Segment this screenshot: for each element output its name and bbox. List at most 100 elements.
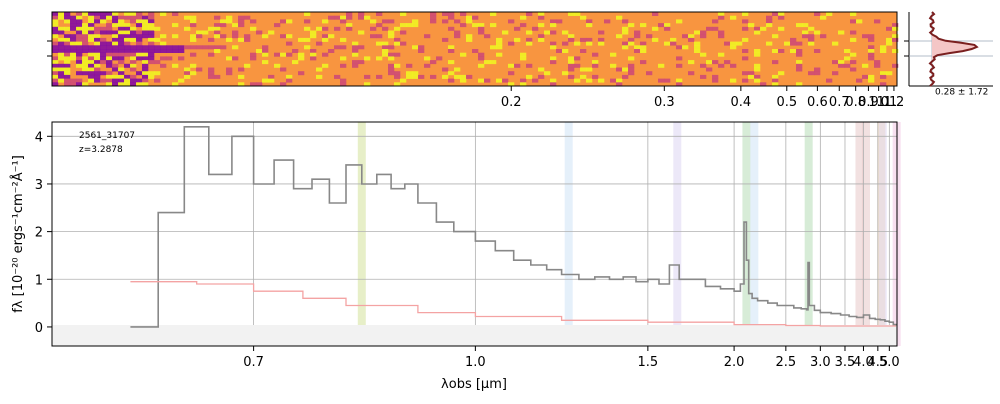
- heatmap-cell: [550, 23, 557, 28]
- heatmap-cell: [310, 49, 317, 53]
- heatmap-cell: [526, 30, 533, 35]
- heatmap-cell: [844, 56, 851, 61]
- heatmap-cell: [106, 45, 113, 50]
- heatmap-cell: [562, 49, 569, 53]
- heatmap-cell: [586, 19, 593, 24]
- heatmap-cell: [226, 56, 233, 61]
- heatmap-cell: [160, 12, 167, 16]
- heatmap-cell: [520, 15, 527, 20]
- heatmap-cell: [772, 49, 779, 53]
- heatmap-cell: [694, 49, 701, 53]
- heatmap-cell: [70, 37, 77, 42]
- heatmap-cell: [52, 41, 59, 46]
- heatmap-cell: [58, 15, 65, 20]
- heatmap-cell: [772, 60, 779, 65]
- heatmap-cell: [628, 41, 635, 46]
- heatmap-cell: [142, 26, 149, 31]
- heatmap-cell: [808, 41, 815, 46]
- heatmap-cell: [394, 37, 401, 42]
- heatmap-cell: [796, 52, 803, 57]
- heatmap-cell: [130, 15, 137, 20]
- heatmap-cell: [892, 37, 899, 42]
- heatmap-cell: [526, 74, 533, 79]
- heatmap-cell: [226, 19, 233, 24]
- heatmap-cell: [772, 12, 779, 16]
- heatmap-cell: [412, 45, 419, 50]
- heatmap-cell: [118, 15, 125, 20]
- heatmap-cell: [52, 49, 59, 53]
- heatmap-cell: [148, 23, 155, 28]
- heatmap-cell: [106, 74, 113, 79]
- heatmap-cell: [448, 45, 455, 50]
- heatmap-cell: [202, 45, 209, 50]
- heatmap-cell: [130, 19, 137, 24]
- heatmap-cell: [754, 30, 761, 35]
- heatmap-cell: [58, 71, 65, 76]
- heatmap-cell: [256, 30, 263, 35]
- heatmap-cell: [742, 78, 749, 83]
- heatmap-cell: [64, 12, 71, 16]
- heatmap-cell: [388, 34, 395, 39]
- heatmap-cell: [154, 49, 161, 53]
- heatmap-cell: [700, 34, 707, 39]
- heatmap-cell: [190, 45, 197, 50]
- heatmap-cell: [160, 41, 167, 46]
- heatmap-cell: [52, 67, 59, 72]
- heatmap-cell: [622, 26, 629, 31]
- heatmap-cell: [676, 82, 683, 87]
- heatmap-cell: [838, 63, 845, 68]
- heatmap-cell: [88, 19, 95, 24]
- top-x-tick-label: 0.6: [807, 95, 828, 110]
- heatmap-cell: [136, 30, 143, 35]
- heatmap-cell: [394, 52, 401, 57]
- heatmap-cell: [112, 78, 119, 83]
- heatmap-cell: [82, 71, 89, 76]
- heatmap-cell: [526, 37, 533, 42]
- heatmap-cell: [592, 63, 599, 68]
- heatmap-cell: [124, 37, 131, 42]
- heatmap-cell: [502, 78, 509, 83]
- heatmap-cell: [88, 30, 95, 35]
- heatmap-cell: [442, 37, 449, 42]
- heatmap-cell: [100, 19, 107, 24]
- heatmap-cell: [106, 30, 113, 35]
- heatmap-cell: [214, 30, 221, 35]
- heatmap-cell: [88, 12, 95, 16]
- heatmap-cell: [148, 30, 155, 35]
- heatmap-cell: [118, 82, 125, 87]
- heatmap-cell: [76, 12, 83, 16]
- heatmap-cell: [706, 60, 713, 65]
- heatmap-cell: [694, 41, 701, 46]
- heatmap-cell: [382, 52, 389, 57]
- heatmap-cell: [76, 30, 83, 35]
- heatmap-cell: [100, 71, 107, 76]
- heatmap-cell: [142, 45, 149, 50]
- y-axis-label: fλ [10⁻²⁰ ergs⁻¹cm⁻²Å⁻¹]: [10, 155, 26, 313]
- x-tick-label: 4.0: [853, 355, 874, 370]
- heatmap-cell: [742, 19, 749, 24]
- heatmap-cell: [136, 34, 143, 39]
- heatmap-cell: [118, 19, 125, 24]
- heatmap-cell: [280, 52, 287, 57]
- heatmap-cell: [676, 45, 683, 50]
- heatmap-cell: [652, 37, 659, 42]
- heatmap-cell: [358, 12, 365, 16]
- heatmap-cell: [520, 78, 527, 83]
- heatmap-cell: [130, 60, 137, 65]
- heatmap-cell: [124, 52, 131, 57]
- heatmap-cell: [94, 12, 101, 16]
- heatmap-cell: [370, 34, 377, 39]
- heatmap-cell: [148, 49, 155, 53]
- heatmap-cell: [616, 78, 623, 83]
- heatmap-cell: [208, 52, 215, 57]
- heatmap-cell: [760, 82, 767, 87]
- heatmap-cell: [694, 45, 701, 50]
- heatmap-cell: [394, 74, 401, 79]
- heatmap-cell: [892, 26, 899, 31]
- heatmap-cell: [466, 34, 473, 39]
- heatmap-cell: [304, 37, 311, 42]
- heatmap-cell: [850, 60, 857, 65]
- heatmap-cell: [58, 52, 65, 57]
- heatmap-cell: [88, 23, 95, 28]
- heatmap-cell: [850, 12, 857, 16]
